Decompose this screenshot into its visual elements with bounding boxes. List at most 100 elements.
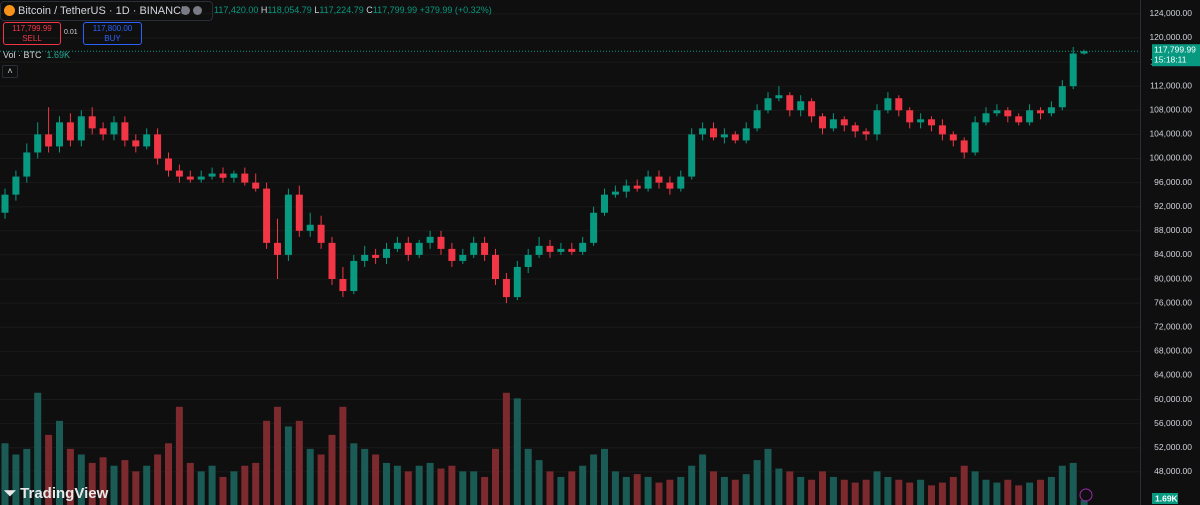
candle-body — [459, 254, 467, 261]
volume-bar — [1058, 465, 1066, 505]
candle-body — [666, 182, 674, 189]
candle-body — [77, 116, 85, 141]
candle-body — [819, 116, 826, 129]
candle-body — [1058, 86, 1066, 108]
volume-bar — [45, 434, 53, 505]
volume-bar — [633, 474, 641, 505]
collapse-button[interactable]: ˄ — [2, 65, 18, 78]
candle-body — [165, 158, 172, 171]
logo-text: TradingView — [20, 485, 109, 502]
candle-body — [383, 248, 390, 258]
volume-bar — [710, 471, 717, 505]
volume-legend-value: 1.69K — [46, 50, 71, 60]
volume-bar — [77, 454, 85, 505]
volume-bar — [753, 460, 761, 505]
volume-bar — [557, 476, 565, 505]
y-tick-label: 72,000.00 — [1154, 321, 1192, 331]
volume-bar — [873, 471, 881, 505]
candle-body — [175, 170, 183, 177]
candle-body — [404, 242, 412, 255]
volume-bar — [917, 479, 925, 505]
volume-bar — [372, 454, 380, 505]
candle-body — [731, 134, 739, 141]
ohlc-legend: 117,420.00 H118,054.79 L117,224.79 C117,… — [214, 5, 492, 15]
volume-bar — [699, 454, 707, 505]
volume-bar — [655, 482, 663, 505]
candle-body — [306, 224, 314, 231]
sell-price: 117,799.99 — [12, 24, 52, 33]
buy-button[interactable]: 117,800.00 BUY — [83, 22, 142, 45]
dot — [181, 6, 190, 15]
candle-body — [121, 122, 129, 141]
y-tick-label: 48,000.00 — [1154, 466, 1192, 476]
volume-bar — [786, 471, 794, 505]
candle-body — [917, 119, 925, 123]
volume-bar — [579, 465, 587, 505]
candle-body — [88, 116, 96, 129]
volume-bar — [317, 454, 325, 505]
volume-layer — [1, 392, 1088, 505]
candle-body — [12, 176, 20, 195]
candle-body — [688, 134, 696, 177]
volume-bar — [677, 476, 685, 505]
candle-body — [622, 185, 630, 192]
volume-bar — [1037, 479, 1044, 505]
candle-body — [1004, 110, 1012, 117]
volume-bar — [829, 476, 837, 505]
buy-label: BUY — [104, 34, 121, 43]
volume-bar — [601, 448, 608, 505]
y-tick-label: 52,000.00 — [1154, 442, 1192, 452]
volume-bar — [1069, 462, 1077, 505]
candle-body — [938, 125, 946, 135]
y-tick-label: 76,000.00 — [1154, 297, 1192, 307]
volume-legend: Vol · BTC 1.69K — [3, 50, 70, 60]
volume-bar — [492, 448, 499, 505]
candle-body — [481, 242, 489, 255]
volume-bar — [230, 471, 238, 505]
candle-body — [252, 182, 260, 189]
volume-bar — [513, 398, 521, 505]
y-tick-label: 80,000.00 — [1154, 273, 1192, 283]
candle-body — [295, 194, 303, 231]
volume-bar — [383, 462, 390, 505]
y-tick-label: 60,000.00 — [1154, 394, 1192, 404]
symbol-box[interactable]: Bitcoin / TetherUS · 1D · BINANCE — [0, 1, 213, 21]
candle-body — [143, 134, 151, 147]
candle-body — [862, 131, 870, 135]
symbol-title: Bitcoin / TetherUS · 1D · BINANCE — [18, 5, 189, 17]
sell-button[interactable]: 117,799.99 SELL — [3, 22, 61, 45]
y-tick-label: 108,000.00 — [1149, 105, 1192, 115]
candle-body — [535, 245, 543, 255]
lightning-icon — [1079, 488, 1093, 502]
volume-bar — [851, 482, 859, 505]
volume-bar — [219, 476, 227, 505]
volume-bar — [1, 443, 9, 505]
candle-body — [1037, 110, 1044, 114]
volume-bar — [568, 471, 576, 505]
volume-bar — [23, 448, 31, 505]
candle-body — [284, 194, 292, 255]
candle-body — [263, 188, 271, 243]
candle-body — [829, 119, 837, 129]
volume-bar — [546, 471, 554, 505]
volume-bar — [426, 462, 434, 505]
volume-legend-label: Vol · BTC — [3, 50, 42, 60]
candle-body — [895, 98, 903, 111]
volume-bar — [840, 479, 848, 505]
candle-body — [1, 194, 9, 213]
volume-bar — [797, 476, 805, 505]
volume-bar — [1047, 476, 1055, 505]
volume-bar — [66, 448, 74, 505]
candle-body — [230, 173, 238, 178]
volume-bar — [971, 471, 979, 505]
volume-bar — [12, 454, 20, 505]
ohlc-value: 117,420.00 — [214, 5, 259, 15]
volume-bar — [644, 476, 652, 505]
volume-bar — [895, 479, 903, 505]
candle-body — [361, 254, 369, 261]
candle-body — [775, 95, 783, 99]
y-tick-label: 88,000.00 — [1154, 225, 1192, 235]
volume-bar — [906, 482, 914, 505]
volume-bar — [284, 426, 292, 505]
volume-bar — [470, 471, 478, 505]
